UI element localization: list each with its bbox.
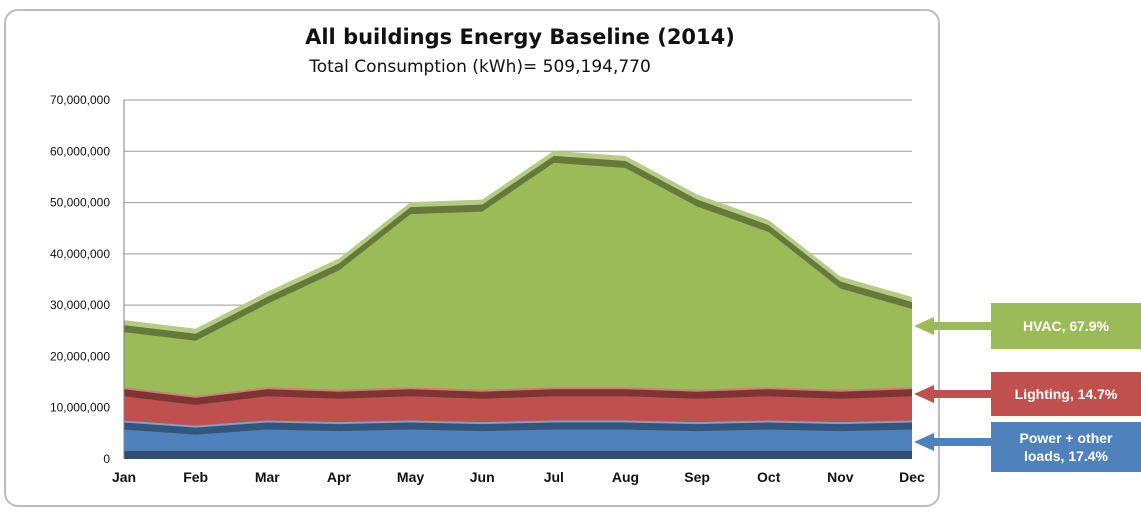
x-tick-label: Aug xyxy=(612,469,639,485)
area-top-band xyxy=(124,387,912,405)
label-text: HVAC, 67.9% xyxy=(1023,317,1109,335)
power-label: Power + other loads, 17.4% xyxy=(991,422,1141,472)
x-tick-label: Sep xyxy=(684,469,710,485)
y-tick-label: 40,000,000 xyxy=(50,247,110,261)
chart-subtitle: Total Consumption (kWh)= 509,194,770 xyxy=(309,57,651,77)
x-tick-label: May xyxy=(397,469,424,485)
arrow-layer xyxy=(914,317,991,451)
y-tick-label: 30,000,000 xyxy=(50,298,110,312)
pointer-arrow xyxy=(914,433,991,451)
label-line: HVAC, 67.9% xyxy=(1022,318,1110,334)
y-tick-label: 10,000,000 xyxy=(50,401,110,415)
lighting-label: Lighting, 14.7% xyxy=(991,372,1141,416)
pointer-arrow xyxy=(914,317,991,335)
x-tick-label: Jan xyxy=(112,469,136,485)
label-line: Power + other xyxy=(1019,430,1113,446)
x-tick-label: Feb xyxy=(183,469,208,485)
x-tick-label: Mar xyxy=(255,469,280,485)
area-top-band xyxy=(124,420,912,435)
x-tick-label: Apr xyxy=(327,469,352,485)
y-tick-label: 0 xyxy=(103,452,110,466)
y-tick-label: 20,000,000 xyxy=(50,349,110,363)
axis-layer: 0 10,000,000 20,000,000 30,000,000 40,000,00… xyxy=(50,93,925,485)
label-line: loads, 17.4% xyxy=(1023,448,1109,464)
x-tick-label: Oct xyxy=(757,469,781,485)
y-tick-label: 50,000,000 xyxy=(50,196,110,210)
pointer-arrow xyxy=(914,385,991,403)
area-layer xyxy=(124,150,912,459)
area-hvac xyxy=(124,153,912,396)
x-tick-label: Jun xyxy=(470,469,495,485)
x-tick-label: Jul xyxy=(544,469,564,485)
x-tick-label: Dec xyxy=(899,469,925,485)
label-text: Lighting, 14.7% xyxy=(1015,385,1118,403)
x-tick-label: Nov xyxy=(827,469,854,485)
floor-band xyxy=(124,451,912,459)
y-tick-label: 70,000,000 xyxy=(50,93,110,107)
label-text: Power + other loads, 17.4% xyxy=(1020,429,1113,465)
label-line: Lighting, 14.7% xyxy=(1014,386,1118,402)
hvac-label: HVAC, 67.9% xyxy=(991,303,1141,349)
y-tick-label: 60,000,000 xyxy=(50,144,110,158)
chart-title: All buildings Energy Baseline (2014) xyxy=(305,25,735,49)
